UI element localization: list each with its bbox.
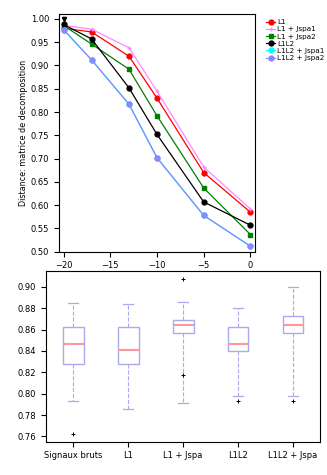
PathPatch shape bbox=[228, 327, 249, 351]
PathPatch shape bbox=[173, 320, 194, 333]
Line: L1 + Jspa2: L1 + Jspa2 bbox=[61, 23, 253, 237]
L1L2 + Jspa2 bbox=[155, 155, 159, 161]
L1L2 + Jspa2 bbox=[202, 213, 206, 219]
Line: L1L2 + Jspa1: L1L2 + Jspa1 bbox=[61, 27, 253, 248]
PathPatch shape bbox=[283, 316, 303, 333]
L1L2 + Jspa1 bbox=[155, 155, 159, 161]
L1 bbox=[127, 53, 131, 59]
Y-axis label: Distance: matrice de decomposition: Distance: matrice de decomposition bbox=[19, 60, 28, 206]
L1 + Jspa1 bbox=[202, 164, 206, 170]
L1 + Jspa2 bbox=[127, 66, 131, 72]
L1 + Jspa1 bbox=[61, 23, 65, 28]
L1L2 + Jspa2 bbox=[249, 243, 252, 249]
Line: L1 + Jspa1: L1 + Jspa1 bbox=[61, 23, 253, 211]
L1L2 + Jspa1 bbox=[127, 101, 131, 107]
L1 bbox=[249, 209, 252, 215]
Line: L1L2 + Jspa2: L1L2 + Jspa2 bbox=[61, 27, 253, 248]
L1 + Jspa1 bbox=[249, 206, 252, 212]
L1L2 bbox=[202, 199, 206, 205]
L1 + Jspa2 bbox=[61, 23, 65, 28]
L1L2 + Jspa1 bbox=[202, 213, 206, 219]
L1L2 + Jspa2 bbox=[127, 101, 131, 107]
Line: L1L2: L1L2 bbox=[61, 22, 253, 228]
L1L2 bbox=[127, 85, 131, 91]
L1 + Jspa2 bbox=[90, 41, 94, 47]
L1L2 bbox=[155, 132, 159, 137]
L1 + Jspa2 bbox=[249, 232, 252, 238]
L1L2 + Jspa1 bbox=[90, 57, 94, 63]
L1L2 + Jspa2 bbox=[61, 27, 65, 32]
PathPatch shape bbox=[63, 327, 84, 364]
Legend: L1, L1 + Jspa1, L1 + Jspa2, L1L2, L1L2 + Jspa1, L1L2 + Jspa2: L1, L1 + Jspa1, L1 + Jspa2, L1L2, L1L2 +… bbox=[265, 18, 326, 63]
X-axis label: SNR (db): SNR (db) bbox=[137, 276, 177, 285]
L1 bbox=[155, 95, 159, 101]
L1 bbox=[61, 25, 65, 31]
L1L2 + Jspa1 bbox=[61, 27, 65, 32]
PathPatch shape bbox=[118, 327, 139, 364]
L1 + Jspa2 bbox=[155, 113, 159, 119]
L1 bbox=[202, 170, 206, 175]
L1L2 bbox=[249, 222, 252, 228]
L1L2 bbox=[90, 36, 94, 42]
L1L2 + Jspa1 bbox=[249, 243, 252, 249]
L1 + Jspa1 bbox=[127, 45, 131, 51]
L1 + Jspa2 bbox=[202, 185, 206, 191]
L1L2 + Jspa2 bbox=[90, 57, 94, 63]
L1 + Jspa1 bbox=[155, 88, 159, 94]
Line: L1: L1 bbox=[61, 26, 253, 215]
L1L2 bbox=[61, 22, 65, 28]
L1 bbox=[90, 29, 94, 35]
L1 + Jspa1 bbox=[90, 26, 94, 32]
